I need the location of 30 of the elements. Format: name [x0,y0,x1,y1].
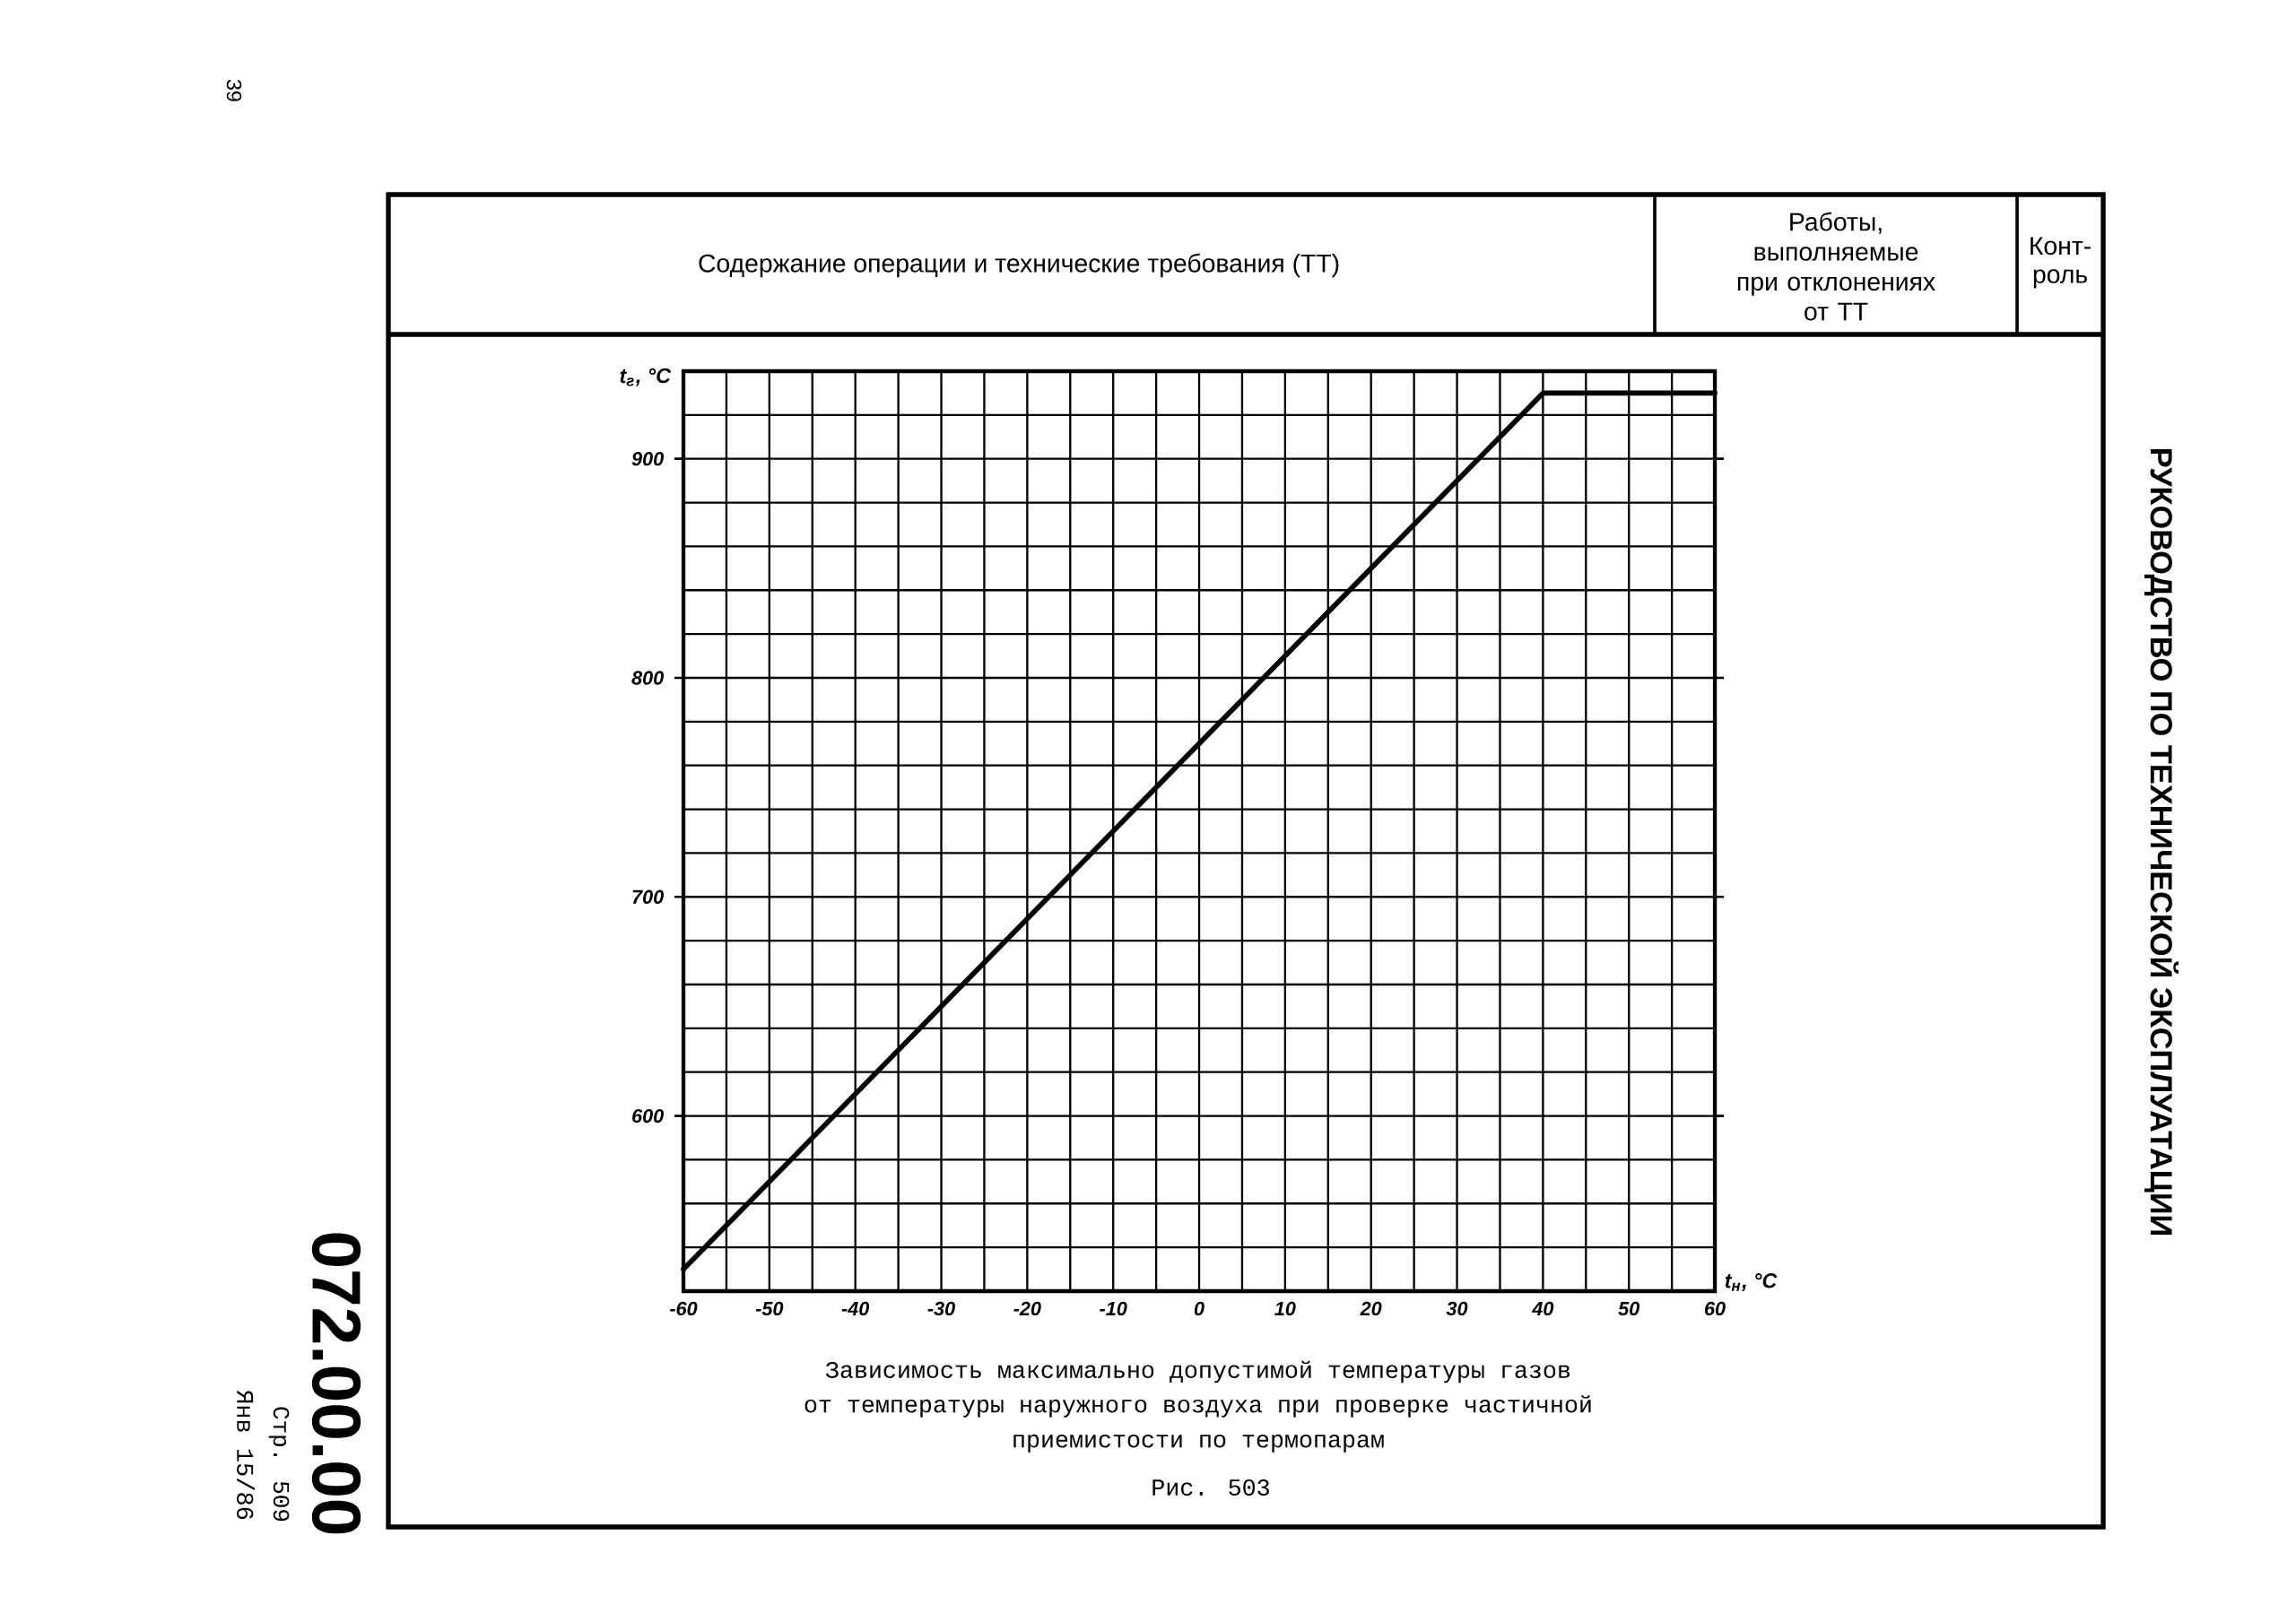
x-tick-label: 10 [1274,1301,1296,1316]
text: Янв 15/86 [237,1390,255,1520]
x-tick-label: -20 [1013,1301,1041,1316]
y-tick-label: 600 [632,1108,664,1123]
text: Зависимость максимально допустимой температуры газов [825,1360,1570,1383]
x-tick-label: -60 [669,1301,698,1316]
x-axis-title: t$_{н}$, °C [1725,1273,1778,1291]
x-tick-label: -40 [841,1301,870,1316]
y-tick-label: 700 [632,889,664,904]
x-tick-label: 0 [1194,1301,1205,1316]
text: 072.00.00 [311,1233,361,1534]
y-tick-label: 900 [631,452,664,466]
text: от температуры наружного воздуха при проверке частичной приемистости по термопарам [804,1395,1591,1453]
text: Конт- роль [2031,237,2091,289]
x-tick-label: 30 [1446,1301,1468,1316]
x-tick-label: 20 [1360,1301,1382,1316]
x-tick-label: 40 [1531,1301,1554,1316]
x-tick-label: -30 [927,1301,955,1316]
x-tick-label: 60 [1704,1301,1726,1316]
text: 39 [226,79,242,101]
x-tick-label: -50 [755,1301,784,1316]
y-axis-title: t$_{г}$, °C [620,368,672,386]
text: Содержание операции и технические требования (ТТ) [699,253,1339,278]
text: Стр. 509 [268,1407,290,1522]
text: Работы, выполняемые при отклонениях от ТТ [1737,212,1935,321]
text: Рис. 503 [1152,1479,1269,1496]
x-tick-label: -10 [1100,1301,1127,1316]
text: РУКОВОДСТВО ПО ТЕХНИЧЕСКОЙ ЭКСПЛУАТАЦИИ [2144,449,2179,1235]
x-tick-label: 50 [1618,1301,1640,1316]
y-tick-label: 800 [631,671,664,685]
